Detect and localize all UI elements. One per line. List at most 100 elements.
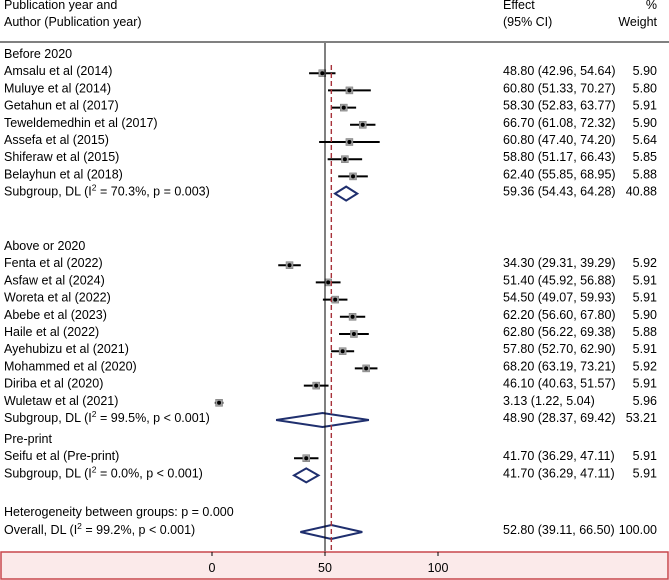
study-ci-text: 66.70 (61.08, 72.32) [503,116,616,130]
study-ci-text: 60.80 (51.33, 70.27) [503,81,616,95]
study-weight: 5.90 [633,64,657,78]
study-label: Belayhun et al (2018) [4,167,123,181]
study-ci-text: 57.80 (52.70, 62.90) [503,342,616,356]
study-weight: 5.92 [633,256,657,270]
group-heading: Before 2020 [4,47,72,61]
subgroup-weight: 53.21 [626,411,657,425]
study-point [314,383,319,388]
study-weight: 5.91 [633,449,657,463]
study-point [287,263,292,268]
study-ci-text: 34.30 (29.31, 39.29) [503,256,616,270]
study-point [320,71,325,76]
study-ci-text: 58.80 (51.17, 66.43) [503,150,616,164]
study-point [333,297,338,302]
study-ci-text: 58.30 (52.83, 63.77) [503,99,616,113]
study-label: Haile et al (2022) [4,325,99,339]
study-label: Wuletaw et al (2021) [4,394,118,408]
study-point [340,349,345,354]
study-ci-text: 68.20 (63.19, 73.21) [503,359,616,373]
study-label: Diriba et al (2020) [4,377,103,391]
header-weight-line1: % [646,0,657,12]
study-ci-text: 62.20 (56.60, 67.80) [503,308,616,322]
header-weight-line2: Weight [618,15,657,29]
study-point [342,157,347,162]
subgroup-diamond [275,411,370,429]
group-heading: Pre-print [4,432,52,446]
subgroup-ci-text: 59.36 (54.43, 64.28) [503,185,616,199]
subgroup-weight: 5.91 [633,466,657,480]
study-weight: 5.91 [633,291,657,305]
study-weight: 5.90 [633,116,657,130]
study-label: Asfaw et al (2024) [4,273,105,287]
study-weight: 5.96 [633,394,657,408]
study-point [217,400,222,405]
study-label: Amsalu et al (2014) [4,64,112,78]
overall-ci-text: 52.80 (39.11, 66.50) [503,523,615,537]
study-label: Ayehubizu et al (2021) [4,342,129,356]
overall-weight: 100.00 [619,523,657,537]
plot-rows: Before 2020 Amsalu et al (2014) 48.80 (42.… [4,43,657,552]
study-ci-text: 48.80 (42.96, 54.64) [503,64,616,78]
axis-tick-label: 0 [209,561,216,575]
subgroup-weight: 40.88 [626,185,657,199]
study-ci-text: 62.40 (55.85, 68.95) [503,167,616,181]
header-study-line2: Author (Publication year) [4,15,142,29]
study-weight: 5.91 [633,377,657,391]
study-label: Seifu et al (Pre-print) [4,449,119,463]
study-weight: 5.80 [633,81,657,95]
study-point [304,456,309,461]
study-label: Fenta et al (2022) [4,256,103,270]
study-ci-text: 51.40 (45.92, 56.88) [503,273,616,287]
study-label: Muluye et al (2014) [4,81,111,95]
study-label: Shiferaw et al (2015) [4,150,119,164]
subgroup-label: Subgroup, DL (I2 = 0.0%, p < 0.001) [4,464,203,480]
overall-label: Overall, DL (I2 = 99.2%, p < 0.001) [4,521,195,537]
subgroup-label: Subgroup, DL (I2 = 70.3%, p = 0.003) [4,183,210,199]
study-label: Assefa et al (2015) [4,133,109,147]
study-point [360,122,365,127]
study-point [351,332,356,336]
study-point [364,366,369,371]
study-label: Mohammed et al (2020) [4,359,137,373]
study-weight: 5.88 [633,167,657,181]
study-ci-text: 41.70 (36.29, 47.11) [503,449,615,463]
study-weight: 5.92 [633,359,657,373]
study-weight: 5.88 [633,325,657,339]
study-weight: 5.91 [633,273,657,287]
study-point [347,140,352,144]
subgroup-diamond [292,467,321,484]
study-ci-text: 54.50 (49.07, 59.93) [503,291,616,305]
axis-band [0,551,669,580]
study-weight: 5.90 [633,308,657,322]
header: Publication year and Author (Publication… [4,0,658,29]
subgroup-ci-text: 48.90 (28.37, 69.42) [503,411,616,425]
heterogeneity-text: Heterogeneity between groups: p = 0.000 [4,505,234,519]
subgroup-label: Subgroup, DL (I2 = 99.5%, p < 0.001) [4,409,210,425]
study-ci-text: 46.10 (40.63, 51.57) [503,377,616,391]
study-weight: 5.91 [633,342,657,356]
axis-tick-label: 50 [318,561,332,575]
study-label: Teweldemedhin et al (2017) [4,116,158,130]
study-point [351,174,356,179]
study-label: Getahun et al (2017) [4,99,119,113]
study-label: Woreta et al (2022) [4,291,111,305]
group-heading: Above or 2020 [4,239,85,253]
study-point [347,88,352,93]
study-point [350,314,355,319]
study-weight: 5.85 [633,150,657,164]
header-effect-line2: (95% CI) [503,15,552,29]
study-point [341,105,346,110]
header-study-line1: Publication year and [4,0,117,12]
study-ci-text: 62.80 (56.22, 69.38) [503,325,616,339]
subgroup-ci-text: 41.70 (36.29, 47.11) [503,466,615,480]
study-ci-text: 3.13 (1.22, 5.04) [503,394,595,408]
header-effect-line1: Effect [503,0,535,12]
study-ci-text: 60.80 (47.40, 74.20) [503,133,616,147]
study-weight: 5.91 [633,99,657,113]
study-weight: 5.64 [633,133,657,147]
x-axis: 0 50 100 [0,551,669,580]
axis-tick-label: 100 [428,561,449,575]
study-point [326,280,331,285]
subgroup-diamond [333,185,360,202]
